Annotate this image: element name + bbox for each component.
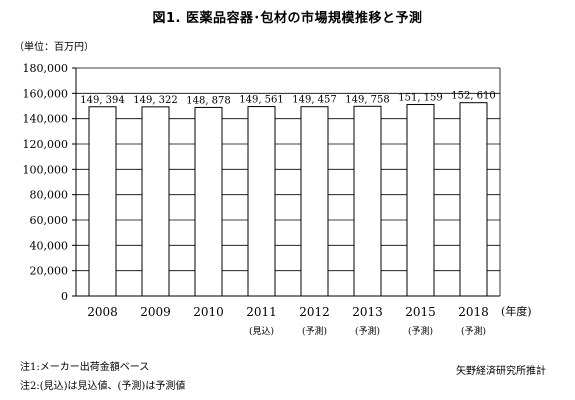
bar-value-label: 149, 561 bbox=[239, 95, 284, 106]
bar bbox=[300, 106, 329, 297]
x-tick-note: (予測) bbox=[355, 325, 380, 337]
x-tick-label: 2011 bbox=[246, 305, 277, 319]
x-tick-label: 2015 bbox=[405, 305, 436, 319]
x-tick-note: (見込) bbox=[249, 326, 274, 337]
y-tick-label: 160,000 bbox=[23, 87, 69, 100]
bars bbox=[88, 102, 488, 297]
y-tick-label: 20,000 bbox=[30, 265, 69, 278]
footnote-1: 注1:メーカー出荷金額ベース bbox=[20, 362, 150, 373]
axes bbox=[72, 67, 501, 297]
bar bbox=[247, 106, 276, 297]
bar-value-label: 148, 878 bbox=[186, 95, 231, 106]
bar bbox=[88, 106, 117, 297]
bar-value-label: 152, 610 bbox=[451, 91, 496, 102]
x-tick-note: (予測) bbox=[461, 325, 486, 337]
x-axis-unit-label: (年度) bbox=[501, 305, 532, 318]
bar bbox=[406, 104, 435, 297]
x-tick-note: (予測) bbox=[408, 325, 433, 337]
bar-value-label: 149, 457 bbox=[292, 95, 337, 106]
bar-value-label: 149, 758 bbox=[345, 94, 390, 105]
y-tick-label: 80,000 bbox=[30, 189, 69, 202]
unit-label: （単位：百万円） bbox=[14, 42, 94, 53]
y-tick-label: 60,000 bbox=[30, 214, 69, 227]
bar-value-label: 151, 159 bbox=[398, 93, 443, 104]
y-tick-label: 180,000 bbox=[23, 62, 69, 75]
y-tick-label: 0 bbox=[61, 290, 68, 303]
x-tick-label: 2013 bbox=[352, 305, 383, 319]
x-tick-label: 2009 bbox=[140, 305, 171, 319]
y-tick-label: 100,000 bbox=[23, 163, 69, 176]
x-tick-label: 2012 bbox=[299, 305, 330, 319]
footnote-2: 注2:(見込)は見込値、(予測)は予測値 bbox=[20, 381, 186, 392]
labels: 0 20,000 40,000 60,000 80,000 100,000 120,000 1… bbox=[23, 62, 496, 337]
x-tick-note: (予測) bbox=[302, 325, 327, 337]
bar bbox=[141, 106, 170, 297]
bar bbox=[353, 105, 382, 297]
x-tick-label: 2010 bbox=[193, 305, 224, 319]
y-tick-label: 120,000 bbox=[23, 138, 69, 151]
bar bbox=[459, 102, 488, 297]
x-tick-label: 2008 bbox=[87, 305, 118, 319]
source-credit: 矢野経済研究所推計 bbox=[456, 366, 546, 377]
chart-title: 図1. 医薬品容器･包材の市場規模推移と予測 bbox=[152, 11, 423, 26]
x-tick-label: 2018 bbox=[458, 305, 489, 319]
y-tick-label: 40,000 bbox=[30, 239, 69, 252]
bar-value-label: 149, 394 bbox=[80, 95, 125, 106]
bar-value-label: 149, 322 bbox=[133, 95, 178, 106]
bar bbox=[194, 106, 223, 297]
y-tick-label: 140,000 bbox=[23, 113, 69, 126]
